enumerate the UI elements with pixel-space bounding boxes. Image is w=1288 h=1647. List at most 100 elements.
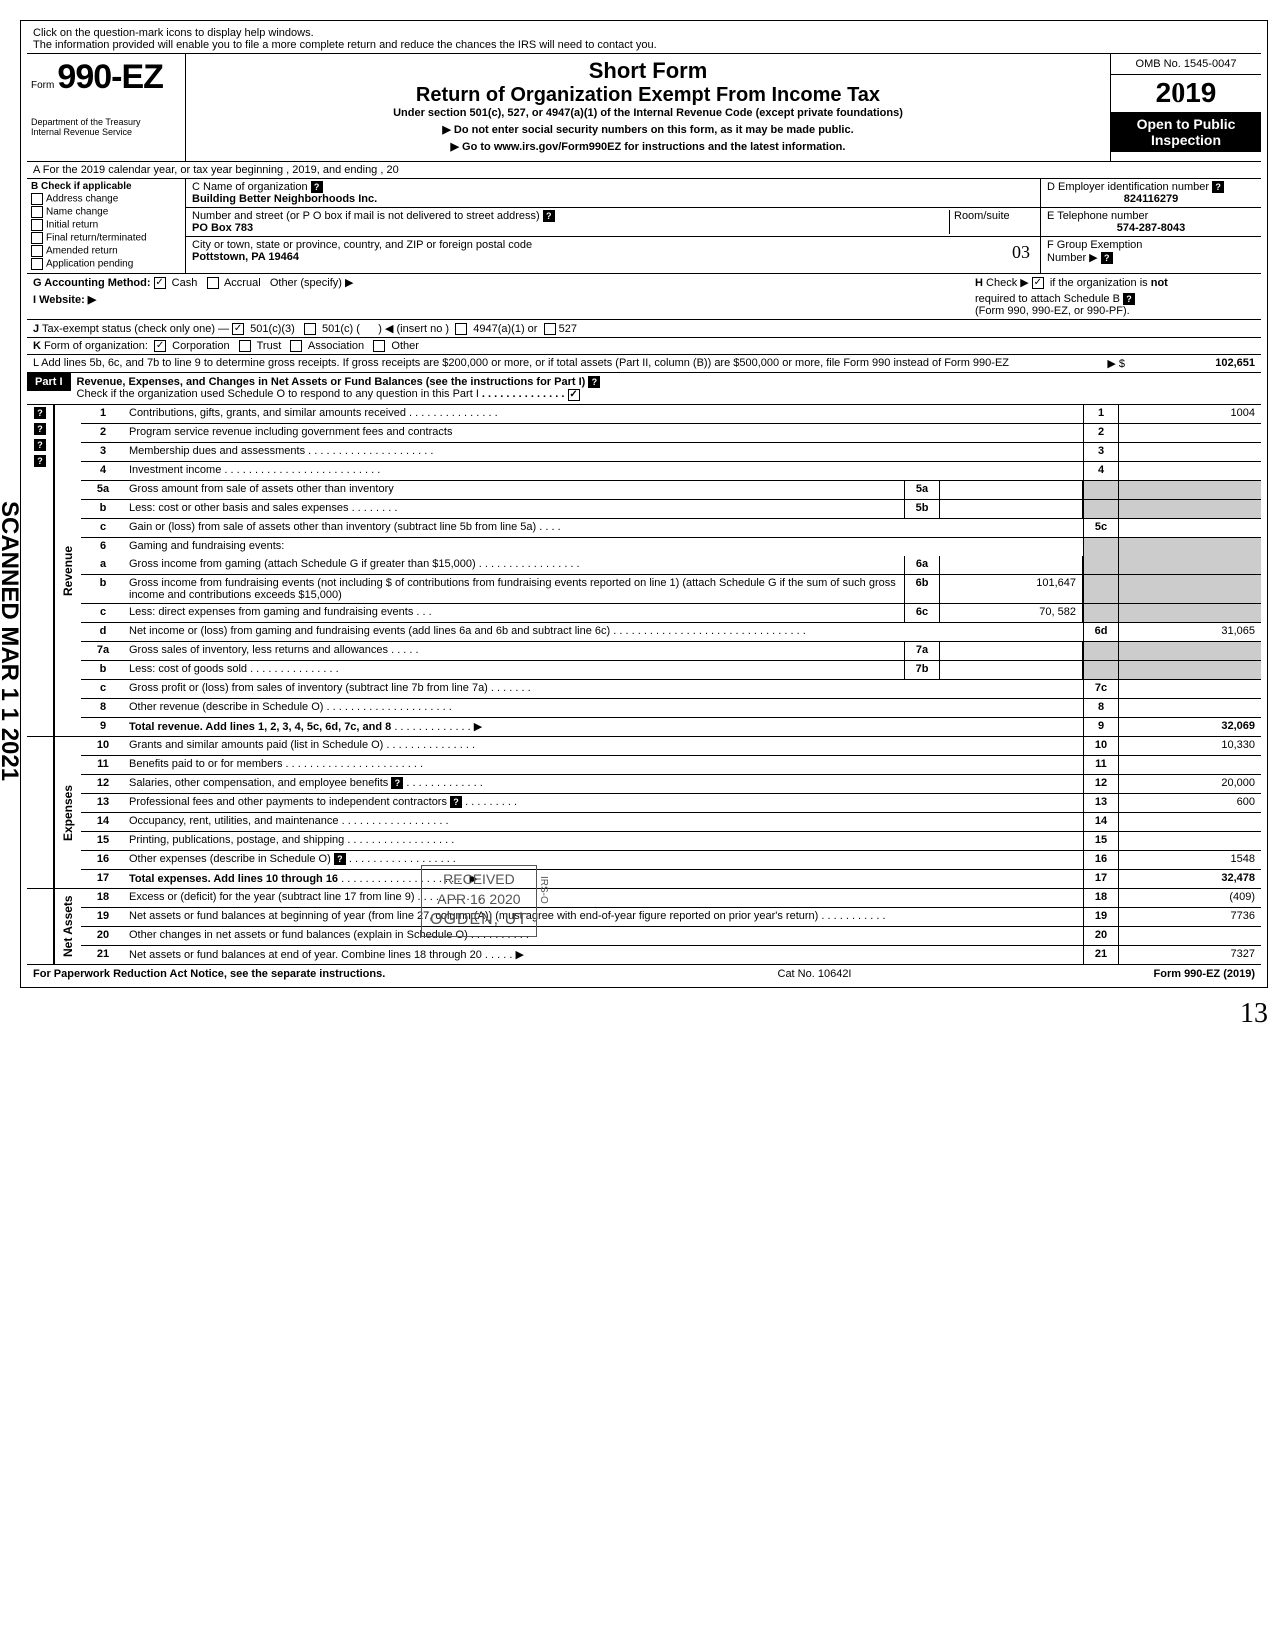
help-icon[interactable]: ? xyxy=(34,423,46,435)
cb-accrual[interactable] xyxy=(207,277,219,289)
desc: Gaming and fundraising events: xyxy=(125,538,1083,556)
val: 31,065 xyxy=(1119,623,1261,641)
help-icon[interactable]: ? xyxy=(311,181,323,193)
desc: Gross profit or (loss) from sales of inv… xyxy=(129,682,488,694)
title-cell: Short Form Return of Organization Exempt… xyxy=(186,54,1111,161)
val: 1548 xyxy=(1119,851,1261,869)
help-icon[interactable]: ? xyxy=(1123,293,1135,305)
cb-501c[interactable] xyxy=(304,323,316,335)
part1-desc: Revenue, Expenses, and Changes in Net As… xyxy=(71,373,1261,403)
phone-row: E Telephone number 574-287-8043 xyxy=(1041,208,1261,237)
line-3: 3Membership dues and assessments . . . .… xyxy=(81,443,1261,462)
mid: 6b xyxy=(904,575,940,603)
cb-pending[interactable]: Application pending xyxy=(31,258,181,270)
desc: Salaries, other compensation, and employ… xyxy=(129,777,388,789)
help-icon[interactable]: ? xyxy=(334,853,346,865)
cb-h[interactable] xyxy=(1032,277,1044,289)
line-5b: bLess: cost or other basis and sales exp… xyxy=(81,500,1261,519)
desc: Benefits paid to or for members xyxy=(129,758,282,770)
desc: Other revenue (describe in Schedule O) xyxy=(129,701,323,713)
line-5a: 5aGross amount from sale of assets other… xyxy=(81,481,1261,500)
cb-label: Name change xyxy=(46,207,108,218)
line-17: 17Total expenses. Add lines 10 through 1… xyxy=(81,870,1261,888)
mid: 7b xyxy=(904,661,940,679)
cb-corp[interactable] xyxy=(154,340,166,352)
desc: Net assets or fund balances at end of ye… xyxy=(129,949,482,961)
mid: 5b xyxy=(904,500,940,518)
cb-label: Initial return xyxy=(46,220,98,231)
line-6b: bGross income from fundraising events (n… xyxy=(81,575,1261,604)
revenue-label: Revenue xyxy=(54,405,81,736)
part1-row: Part I Revenue, Expenses, and Changes in… xyxy=(27,372,1261,403)
arrow2: ▶ Go to www.irs.gov/Form990EZ for instru… xyxy=(196,140,1100,153)
line-7b: bLess: cost of goods sold . . . . . . . … xyxy=(81,661,1261,680)
line-l-arrow: ▶ $ xyxy=(1085,357,1125,370)
desc: Total expenses. Add lines 10 through 16 xyxy=(129,873,338,885)
line-8: 8Other revenue (describe in Schedule O) … xyxy=(81,699,1261,718)
cb-amended[interactable]: Amended return xyxy=(31,245,181,257)
name-label: C Name of organization xyxy=(192,181,308,193)
help-icon[interactable]: ? xyxy=(588,376,600,388)
cb-part1[interactable] xyxy=(568,389,580,401)
stamp-irs: IRS-O xyxy=(536,876,550,904)
help-icon[interactable]: ? xyxy=(391,777,403,789)
ein-label: D Employer identification number xyxy=(1047,181,1209,193)
help-icon[interactable]: ? xyxy=(1101,252,1113,264)
help-icon[interactable]: ? xyxy=(543,210,555,222)
line-7a: 7aGross sales of inventory, less returns… xyxy=(81,642,1261,661)
stamp-l1: RECEIVED xyxy=(443,871,515,887)
desc: Less: direct expenses from gaming and fu… xyxy=(129,606,413,618)
cb-label: Address change xyxy=(46,194,118,205)
cb-final[interactable]: Final return/terminated xyxy=(31,232,181,244)
val xyxy=(1119,424,1261,442)
hand-03: 03 xyxy=(1012,242,1030,263)
help-line2: The information provided will enable you… xyxy=(33,39,657,51)
cb-address[interactable]: Address change xyxy=(31,193,181,205)
cb-4947[interactable] xyxy=(455,323,467,335)
form-page: Click on the question-mark icons to disp… xyxy=(20,20,1268,988)
col-b-header: B Check if applicable xyxy=(31,181,181,192)
header-row: Form 990-EZ Department of the Treasury I… xyxy=(27,53,1261,161)
cb-trust[interactable] xyxy=(239,340,251,352)
page-number-hand: 13 xyxy=(20,998,1268,1030)
cb-label: Final return/terminated xyxy=(46,233,147,244)
cb-527[interactable] xyxy=(544,323,556,335)
main-info: B Check if applicable Address change Nam… xyxy=(27,178,1261,273)
mid: 5a xyxy=(904,481,940,499)
cb-name[interactable]: Name change xyxy=(31,206,181,218)
city-label: City or town, state or province, country… xyxy=(192,239,532,251)
cb-other[interactable] xyxy=(373,340,385,352)
line-i: I Website: ▶ required to attach Schedule… xyxy=(27,291,1261,319)
part1-label: Part I xyxy=(27,373,71,391)
form-prefix: Form xyxy=(31,80,54,91)
help-note: Click on the question-mark icons to disp… xyxy=(27,25,1261,53)
help-icon[interactable]: ? xyxy=(34,407,46,419)
desc: Investment income xyxy=(129,464,221,476)
footer-left: For Paperwork Reduction Act Notice, see … xyxy=(33,968,554,980)
cb-501c3[interactable] xyxy=(232,323,244,335)
line-k: K Form of organization: Corporation Trus… xyxy=(27,337,1261,354)
inspection-text: Inspection xyxy=(1151,132,1221,148)
line-15: 15Printing, publications, postage, and s… xyxy=(81,832,1261,851)
cb-label: Amended return xyxy=(46,246,118,257)
line-g: G Accounting Method: xyxy=(33,277,151,289)
help-icon[interactable]: ? xyxy=(1212,181,1224,193)
org-name-row: C Name of organization ? Building Better… xyxy=(186,179,1040,208)
cb-assoc[interactable] xyxy=(290,340,302,352)
line-6c: cLess: direct expenses from gaming and f… xyxy=(81,604,1261,623)
ein: 824116279 xyxy=(1047,193,1255,205)
expenses-label: Expenses xyxy=(54,737,81,888)
line-2: 2Program service revenue including gover… xyxy=(81,424,1261,443)
help-icon[interactable]: ? xyxy=(34,439,46,451)
desc: Gross income from fundraising events (no… xyxy=(125,575,904,603)
desc: Membership dues and assessments xyxy=(129,445,305,457)
cb-initial[interactable]: Initial return xyxy=(31,219,181,231)
line-6d: dNet income or (loss) from gaming and fu… xyxy=(81,623,1261,642)
help-icon[interactable]: ? xyxy=(450,796,462,808)
cb-cash[interactable] xyxy=(154,277,166,289)
val: 32,478 xyxy=(1221,872,1255,884)
arrow1: ▶ Do not enter social security numbers o… xyxy=(196,123,1100,136)
group-label: F Group Exemption xyxy=(1047,239,1142,251)
help-icon[interactable]: ? xyxy=(34,455,46,467)
line-4: 4Investment income . . . . . . . . . . .… xyxy=(81,462,1261,481)
